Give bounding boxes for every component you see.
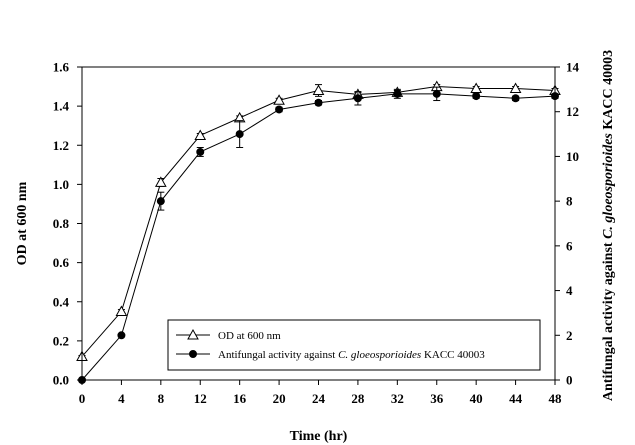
left-y-tick-label: 0.6 [53, 255, 70, 270]
x-tick-label: 8 [158, 391, 165, 406]
right-y-tick-label: 4 [566, 283, 573, 298]
legend-box [167, 319, 541, 371]
legend: OD at 600 nm Antifungal activity against… [167, 319, 541, 371]
left-y-tick-label: 1.6 [53, 60, 70, 75]
right-y-tick-label: 2 [566, 328, 573, 343]
left-y-tick-label: 1.4 [53, 99, 70, 114]
right-y-tick-label: 8 [566, 194, 573, 209]
x-tick-label: 32 [391, 391, 404, 406]
x-tick-label: 12 [194, 391, 207, 406]
x-tick-label: 40 [470, 391, 483, 406]
legend-marker-antifungal [189, 350, 197, 358]
data-point [117, 331, 126, 340]
right-y-tick-label: 12 [566, 104, 579, 119]
data-point [275, 105, 284, 114]
legend-label-antifungal: Antifungal activity against C. gloeospor… [218, 349, 485, 361]
x-axis-ticks: 0 4 8 12 16 20 24 28 32 36 40 44 48 [79, 380, 562, 406]
legend-label-antifungal-species: C. gloeosporioides [338, 349, 421, 361]
right-y-tick-label: 6 [566, 238, 573, 253]
data-point [432, 89, 441, 98]
data-point [194, 129, 207, 140]
series-line [81, 86, 556, 357]
legend-marker-od [187, 328, 199, 340]
x-tick-label: 28 [351, 391, 365, 406]
x-tick-label: 24 [312, 391, 326, 406]
right-y-tick-label: 0 [566, 373, 573, 388]
x-tick-label: 20 [273, 391, 286, 406]
data-point [511, 94, 520, 103]
x-axis-title: Time (hr) [290, 429, 348, 444]
right-y-tick-label: 10 [566, 149, 579, 164]
right-y-axis-title-part1: Antifungal activity against [601, 239, 616, 401]
left-y-tick-label: 0.2 [53, 333, 69, 348]
data-point [154, 176, 167, 187]
legend-label-antifungal-part3: KACC 40003 [421, 349, 485, 361]
series-od [76, 80, 561, 362]
data-point [235, 130, 244, 139]
legend-label-od: OD at 600 nm [218, 330, 281, 342]
left-y-tick-label: 0.8 [53, 216, 70, 231]
right-y-axis-title-part3: KACC 40003 [601, 50, 616, 133]
data-point [353, 94, 362, 103]
right-y-tick-label: 14 [566, 60, 580, 75]
x-tick-label: 4 [118, 391, 125, 406]
data-point [273, 94, 285, 105]
data-point [312, 84, 325, 95]
data-point [393, 89, 402, 98]
left-y-tick-label: 1.0 [53, 177, 69, 192]
series-antifungal [78, 86, 559, 384]
right-y-axis-title: Antifungal activity against C. gloeospor… [601, 50, 616, 401]
legend-label-antifungal-part1: Antifungal activity against [218, 349, 338, 361]
left-y-axis-title: OD at 600 nm [15, 181, 30, 265]
data-point [196, 147, 205, 156]
data-point [156, 197, 165, 206]
left-y-axis-ticks: 0.0 0.2 0.4 0.6 0.8 1.0 1.2 1.4 1.6 [53, 60, 82, 388]
data-point [509, 82, 522, 94]
left-y-tick-label: 0.0 [53, 373, 69, 388]
x-tick-label: 36 [430, 391, 444, 406]
left-y-tick-label: 0.4 [53, 294, 70, 309]
x-tick-label: 0 [79, 391, 86, 406]
data-point [314, 98, 323, 107]
data-point [115, 305, 128, 317]
x-tick-label: 44 [509, 391, 523, 406]
left-y-tick-label: 1.2 [53, 138, 69, 153]
x-tick-label: 16 [233, 391, 247, 406]
data-point [472, 92, 481, 101]
x-tick-label: 48 [549, 391, 563, 406]
right-y-axis-ticks: 0 2 4 6 8 10 12 14 [555, 60, 580, 388]
right-y-axis-title-species: C. gloeosporioides [601, 133, 616, 239]
